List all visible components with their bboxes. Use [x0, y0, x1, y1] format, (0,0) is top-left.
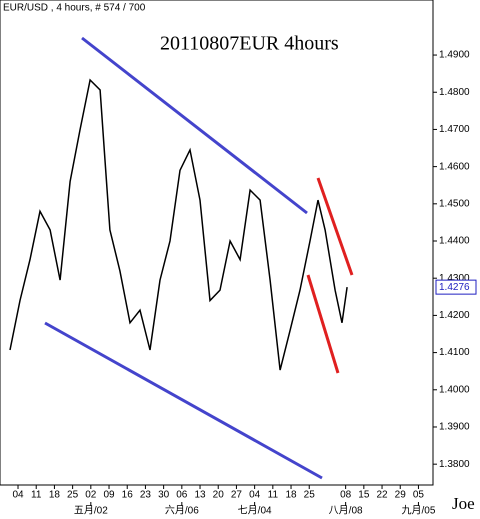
x-tick-label: 13 — [194, 490, 206, 501]
month-tick-label: 五月/02 — [74, 505, 108, 517]
price-line — [9, 78, 348, 371]
y-tick-label: 1.4900 — [439, 50, 470, 61]
x-tick-label: 27 — [231, 490, 243, 501]
last-price-label: 1.4276 — [439, 282, 470, 293]
y-tick-label: 1.4200 — [439, 310, 470, 321]
y-tick-label: 1.4100 — [439, 347, 470, 358]
x-tick-label: 15 — [358, 490, 370, 501]
x-tick-label: 05 — [413, 490, 425, 501]
x-tick-label: 25 — [67, 490, 79, 501]
x-tick-label: 20 — [213, 490, 225, 501]
month-tick-label: 六月/06 — [165, 505, 199, 517]
y-tick-label: 1.4800 — [439, 87, 470, 98]
y-tick-label: 1.3800 — [439, 459, 470, 470]
plot-frame — [0, 0, 434, 486]
x-tick-label: 06 — [176, 490, 188, 501]
x-tick-label: 09 — [103, 490, 115, 501]
x-tick-label: 18 — [285, 490, 297, 501]
y-tick-label: 1.4500 — [439, 198, 470, 209]
x-tick-label: 04 — [12, 490, 24, 501]
annotation: 20110807EUR 4hours — [160, 33, 339, 55]
wedge-lower — [306, 274, 340, 374]
signature: Joe — [452, 494, 475, 513]
chart-title: EUR/USD , 4 hours, # 574 / 700 — [3, 3, 146, 14]
x-tick-label: 30 — [158, 490, 170, 501]
x-tick-label: 22 — [376, 490, 388, 501]
channel-lower — [44, 321, 323, 480]
x-tick-label: 25 — [304, 490, 316, 501]
x-tick-label: 11 — [31, 490, 42, 501]
x-tick-label: 29 — [395, 490, 407, 501]
last-price-box — [435, 279, 477, 295]
y-tick-label: 1.4600 — [439, 161, 470, 172]
y-tick-label: 1.4400 — [439, 236, 470, 247]
month-tick-label: 八月/08 — [329, 505, 363, 517]
month-tick-label: 七月/04 — [238, 505, 272, 517]
x-tick-label: 08 — [340, 490, 352, 501]
month-tick-label: 九月/05 — [401, 505, 435, 517]
x-tick-label: 16 — [122, 490, 134, 501]
x-tick-label: 02 — [85, 490, 97, 501]
y-tick-label: 1.4300 — [439, 273, 470, 284]
x-tick-label: 18 — [49, 490, 61, 501]
channel-upper — [81, 36, 308, 215]
y-tick-label: 1.4000 — [439, 384, 470, 395]
x-tick-label: 23 — [140, 490, 152, 501]
x-tick-label: 11 — [268, 490, 279, 501]
y-tick-label: 1.3900 — [439, 422, 470, 433]
y-tick-label: 1.4700 — [439, 124, 470, 135]
x-tick-label: 04 — [249, 490, 261, 501]
wedge-upper — [316, 177, 354, 276]
